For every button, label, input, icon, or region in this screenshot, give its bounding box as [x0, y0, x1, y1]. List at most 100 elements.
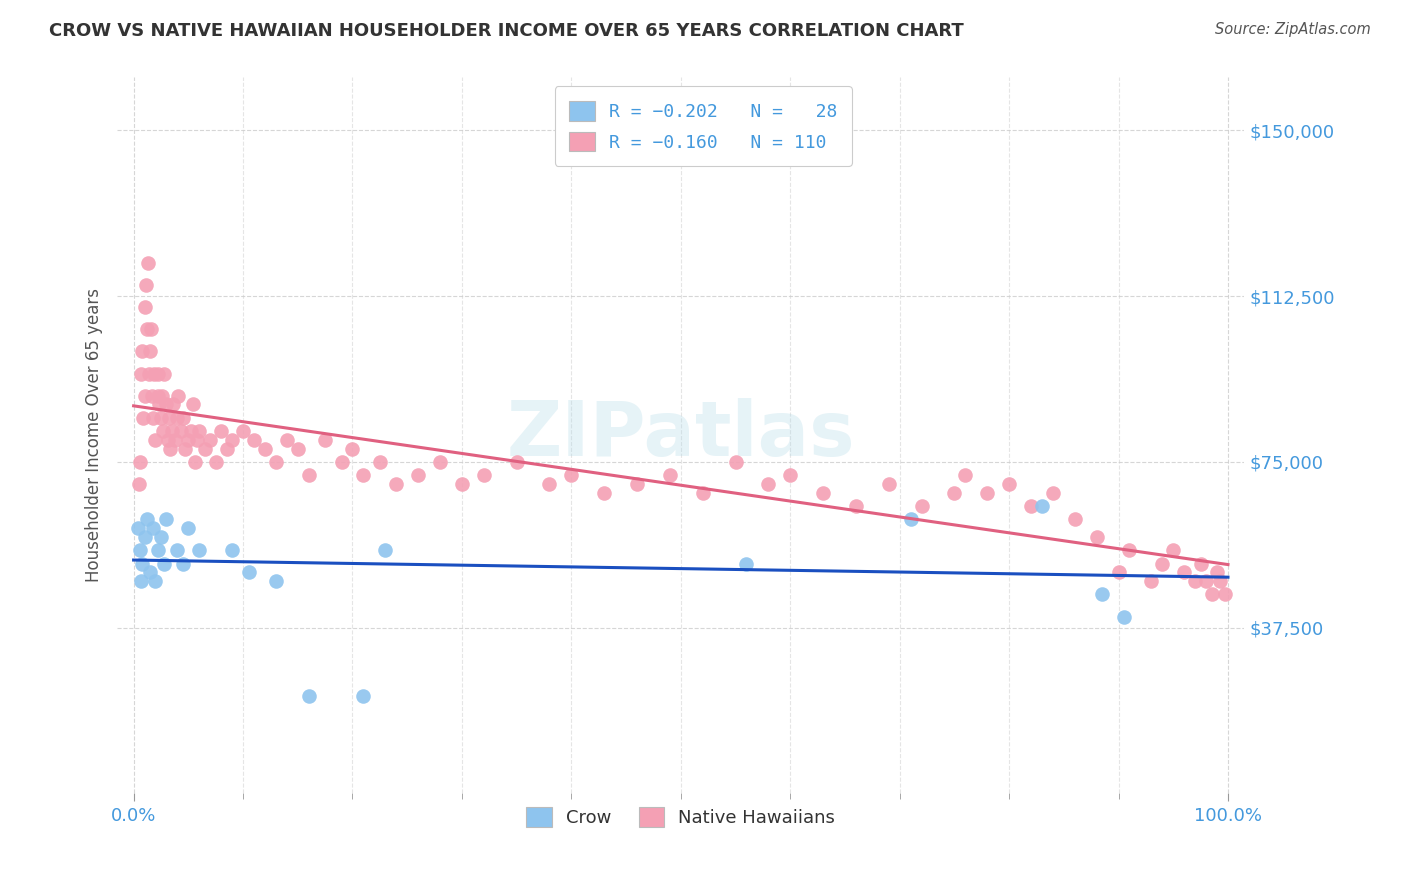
- Point: [159, 442, 181, 456]
- Point: [179, 424, 201, 438]
- Point: [1161, 543, 1184, 558]
- Y-axis label: Householder Income Over 65 years: Householder Income Over 65 years: [86, 288, 103, 582]
- Point: [538, 477, 561, 491]
- Legend: Crow, Native Hawaiians: Crow, Native Hawaiians: [519, 800, 842, 834]
- Point: [626, 477, 648, 491]
- Point: [135, 512, 157, 526]
- Point: [264, 574, 287, 589]
- Point: [342, 442, 364, 456]
- Text: Source: ZipAtlas.com: Source: ZipAtlas.com: [1215, 22, 1371, 37]
- Point: [1195, 574, 1218, 589]
- Point: [1031, 499, 1053, 513]
- Point: [221, 543, 243, 558]
- Point: [877, 477, 900, 491]
- Point: [142, 410, 165, 425]
- Point: [200, 433, 222, 447]
- Point: [1201, 587, 1223, 601]
- Point: [735, 557, 758, 571]
- Point: [129, 455, 152, 469]
- Point: [943, 486, 966, 500]
- Point: [149, 410, 172, 425]
- Point: [139, 344, 162, 359]
- Point: [157, 410, 180, 425]
- Point: [129, 574, 152, 589]
- Point: [153, 367, 176, 381]
- Point: [132, 410, 155, 425]
- Point: [215, 442, 238, 456]
- Point: [900, 512, 922, 526]
- Point: [169, 424, 191, 438]
- Point: [129, 543, 152, 558]
- Point: [153, 557, 176, 571]
- Point: [406, 468, 429, 483]
- Point: [141, 389, 163, 403]
- Point: [1184, 574, 1206, 589]
- Point: [472, 468, 495, 483]
- Point: [142, 521, 165, 535]
- Point: [1189, 557, 1212, 571]
- Point: [139, 322, 162, 336]
- Point: [188, 424, 211, 438]
- Point: [160, 424, 183, 438]
- Point: [1085, 530, 1108, 544]
- Point: [287, 442, 309, 456]
- Point: [165, 433, 187, 447]
- Point: [188, 543, 211, 558]
- Point: [209, 424, 232, 438]
- Point: [330, 455, 353, 469]
- Point: [1206, 566, 1229, 580]
- Point: [243, 433, 266, 447]
- Point: [146, 389, 169, 403]
- Point: [1152, 557, 1174, 571]
- Point: [352, 468, 374, 483]
- Point: [162, 397, 184, 411]
- Point: [134, 530, 156, 544]
- Point: [172, 557, 194, 571]
- Point: [135, 278, 157, 293]
- Point: [845, 499, 868, 513]
- Point: [155, 512, 177, 526]
- Point: [910, 499, 932, 513]
- Text: ZIPatlas: ZIPatlas: [506, 399, 855, 473]
- Point: [156, 433, 179, 447]
- Point: [1213, 587, 1236, 601]
- Point: [146, 367, 169, 381]
- Point: [314, 433, 336, 447]
- Point: [429, 455, 451, 469]
- Point: [1042, 486, 1064, 500]
- Point: [139, 566, 162, 580]
- Point: [1019, 499, 1042, 513]
- Point: [998, 477, 1021, 491]
- Point: [692, 486, 714, 500]
- Point: [1118, 543, 1140, 558]
- Point: [167, 389, 190, 403]
- Point: [134, 300, 156, 314]
- Point: [166, 410, 188, 425]
- Point: [1209, 574, 1232, 589]
- Point: [221, 433, 243, 447]
- Text: CROW VS NATIVE HAWAIIAN HOUSEHOLDER INCOME OVER 65 YEARS CORRELATION CHART: CROW VS NATIVE HAWAIIAN HOUSEHOLDER INCO…: [49, 22, 965, 40]
- Point: [127, 521, 149, 535]
- Point: [204, 455, 226, 469]
- Point: [138, 367, 160, 381]
- Point: [177, 521, 200, 535]
- Point: [593, 486, 616, 500]
- Point: [181, 397, 204, 411]
- Point: [134, 389, 156, 403]
- Point: [155, 397, 177, 411]
- Point: [145, 433, 167, 447]
- Point: [1112, 609, 1135, 624]
- Point: [385, 477, 408, 491]
- Point: [811, 486, 834, 500]
- Point: [276, 433, 298, 447]
- Point: [976, 486, 998, 500]
- Point: [186, 433, 208, 447]
- Point: [724, 455, 747, 469]
- Point: [135, 322, 157, 336]
- Point: [145, 574, 167, 589]
- Point: [152, 424, 174, 438]
- Point: [232, 424, 254, 438]
- Point: [128, 477, 150, 491]
- Point: [238, 566, 260, 580]
- Point: [177, 433, 200, 447]
